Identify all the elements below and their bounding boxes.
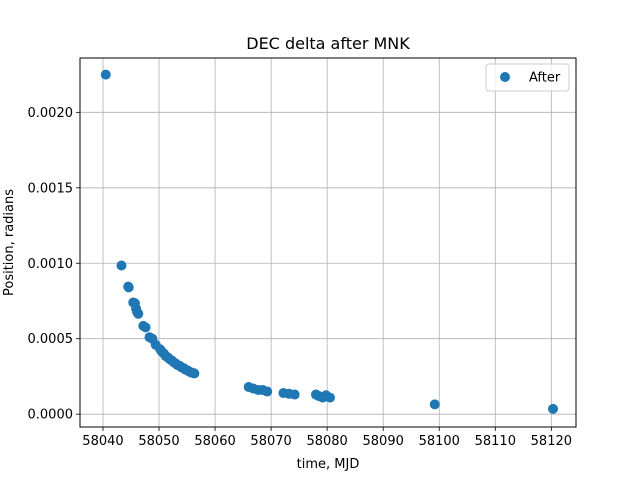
- x-tick-label: 58040: [82, 434, 123, 449]
- y-tick-label: 0.0005: [28, 332, 74, 347]
- x-tick-label: 58100: [419, 434, 460, 449]
- data-point: [262, 386, 273, 397]
- x-axis-ticks: 58040 58050 58060 58070 58080 58090 58100 58110…: [82, 427, 572, 449]
- data-point: [324, 392, 335, 403]
- x-tick-label: 58050: [138, 434, 179, 449]
- y-tick-label: 0.0010: [28, 257, 74, 272]
- data-point: [133, 308, 144, 319]
- data-point: [289, 389, 300, 400]
- legend-label-after: After: [529, 71, 561, 86]
- legend: After: [485, 63, 570, 92]
- x-tick-label: 58110: [475, 434, 516, 449]
- x-tick-label: 58080: [306, 434, 347, 449]
- x-tick-label: 58090: [363, 434, 404, 449]
- data-point: [548, 403, 559, 414]
- y-tick-label: 0.0000: [28, 408, 74, 423]
- data-point: [123, 282, 134, 293]
- x-tick-label: 58070: [250, 434, 291, 449]
- y-axis-ticks: 0.0000 0.0005 0.0010 0.0015 0.0020: [28, 106, 80, 423]
- data-points: [100, 69, 559, 414]
- y-axis-label: Position, radians: [2, 189, 17, 296]
- x-tick-label: 58060: [194, 434, 235, 449]
- legend-box: [485, 63, 570, 92]
- data-point: [100, 69, 111, 80]
- data-point: [429, 399, 440, 410]
- x-tick-label: 58120: [531, 434, 572, 449]
- x-axis-label: time, MJD: [297, 457, 360, 472]
- data-point: [140, 322, 151, 333]
- data-point: [116, 260, 127, 271]
- y-tick-label: 0.0020: [28, 106, 74, 121]
- legend-marker-after: [500, 72, 510, 82]
- axes-frame: [79, 57, 577, 428]
- chart-title: DEC delta after MNK: [246, 34, 410, 53]
- data-point: [189, 368, 200, 379]
- plot-area: [80, 58, 576, 427]
- grid-lines: [80, 58, 576, 427]
- y-tick-label: 0.0015: [28, 181, 74, 196]
